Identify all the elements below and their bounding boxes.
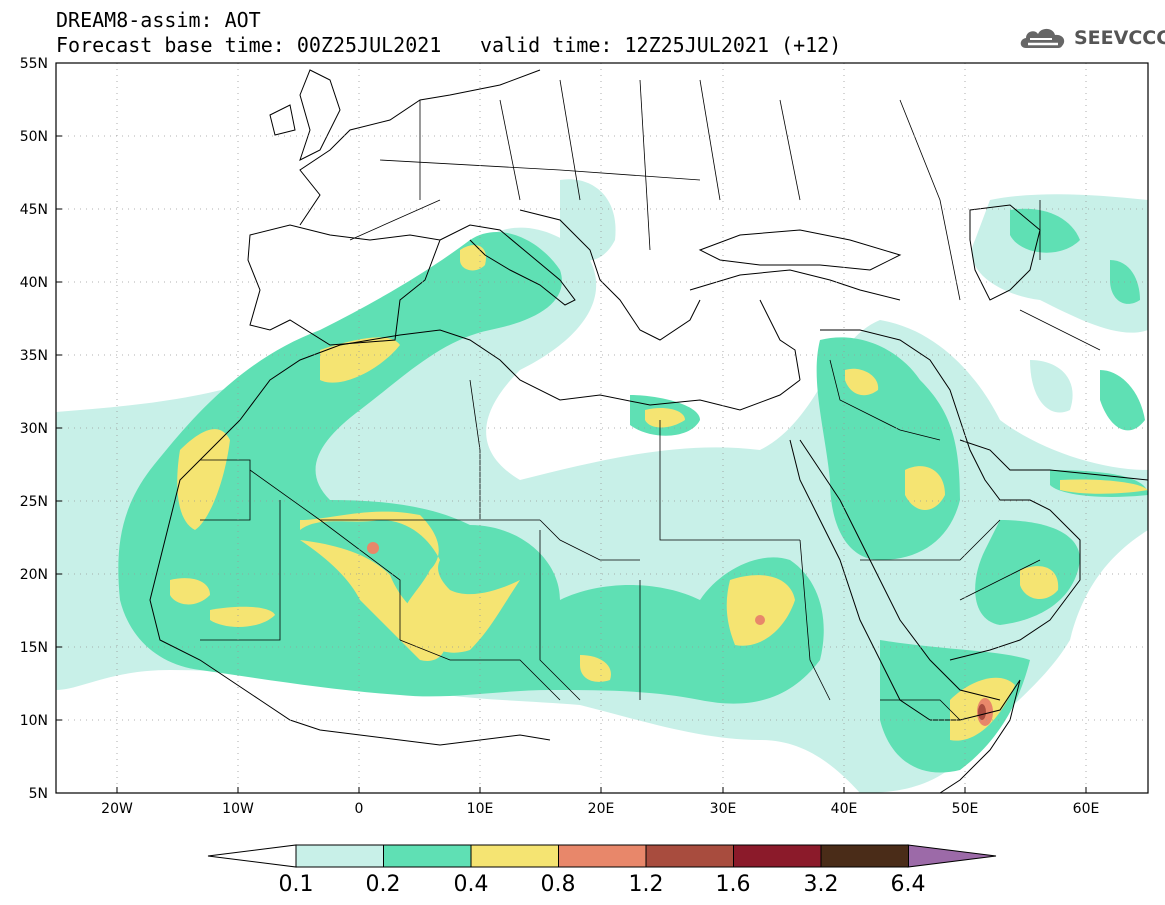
- lat-label: 15N: [20, 640, 48, 656]
- lon-label: 20W: [101, 801, 133, 817]
- lon-label: 50E: [952, 801, 979, 817]
- lat-label: 40N: [20, 275, 48, 291]
- lat-label: 5N: [29, 786, 48, 802]
- lat-label: 45N: [20, 202, 48, 218]
- aot-shading: [56, 179, 1148, 793]
- lat-label: 10N: [20, 713, 48, 729]
- country-borders: [200, 79, 1101, 721]
- colorbar-low-arrow: [207, 844, 297, 868]
- lon-label: 0: [355, 801, 364, 817]
- axis-ticks: [56, 62, 1087, 794]
- lon-label: 60E: [1073, 801, 1100, 817]
- colorbar-label: 0.2: [365, 872, 401, 897]
- colorbar-label: 3.2: [803, 872, 839, 897]
- colorbar-high-arrow: [907, 844, 997, 868]
- colorbar-label: 6.4: [890, 872, 926, 897]
- colorbar-swatch: [295, 844, 384, 868]
- lat-label: 50N: [20, 129, 48, 145]
- seevccc-logo: SEEVCCC: [1018, 24, 1165, 54]
- colorbar-swatch: [383, 844, 472, 868]
- coastlines: [149, 69, 1148, 793]
- lon-label: 10W: [222, 801, 254, 817]
- lat-label: 25N: [20, 494, 48, 510]
- colorbar-label: 0.1: [278, 872, 314, 897]
- colorbar-label: 0.4: [453, 872, 489, 897]
- colorbar-label: 0.8: [540, 872, 576, 897]
- valid-time: valid time: 12Z25JUL2021 (+12): [480, 33, 842, 57]
- lon-label: 30E: [710, 801, 737, 817]
- colorbar: [207, 844, 997, 868]
- colorbar-swatch: [558, 844, 647, 868]
- colorbar-label: 1.6: [715, 872, 751, 897]
- longitude-labels: 20W 10W 0 10E 20E 30E 40E 50E 60E: [101, 801, 1099, 817]
- lon-label: 10E: [467, 801, 494, 817]
- colorbar-swatch: [645, 844, 734, 868]
- lon-label: 40E: [831, 801, 858, 817]
- colorbar-swatch: [733, 844, 822, 868]
- aot-level-0.4: [170, 245, 1148, 741]
- lat-label: 30N: [20, 421, 48, 437]
- map-title: DREAM8-assim: AOT: [56, 8, 261, 32]
- lat-label: 35N: [20, 348, 48, 364]
- colorbar-swatch: [470, 844, 559, 868]
- forecast-base-time: Forecast base time: 00Z25JUL2021: [56, 33, 442, 57]
- colorbar-swatch: [820, 844, 909, 868]
- aot-level-1.2: [978, 704, 986, 720]
- logo-text: SEEVCCC: [1074, 27, 1165, 49]
- colorbar-label: 1.2: [628, 872, 664, 897]
- lat-label: 20N: [20, 567, 48, 583]
- lat-label: 55N: [20, 56, 48, 72]
- latitude-labels: 55N 50N 45N 40N 35N 30N 25N 20N 15N 10N …: [20, 56, 48, 802]
- lon-label: 20E: [588, 801, 615, 817]
- graticule: [56, 63, 1148, 793]
- cloud-icon: [1020, 28, 1065, 48]
